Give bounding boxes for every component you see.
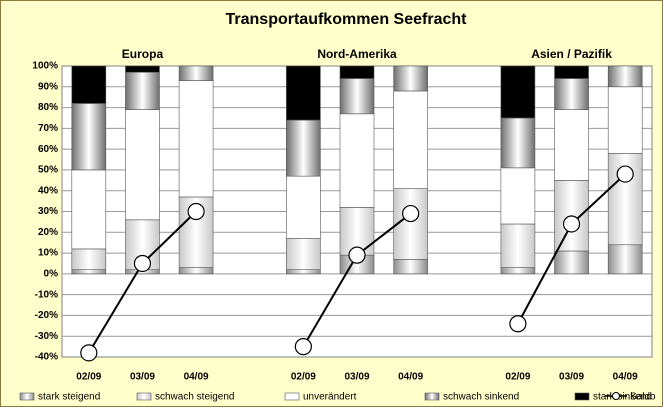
saldo-marker [294,338,312,356]
legend-label: schwach steigend [155,392,235,403]
y-tick-label: -10% [35,289,58,300]
legend-label: stark steigend [38,392,100,403]
bar-segment [500,267,536,275]
bar-segment [500,117,536,169]
bar-segment [125,71,160,110]
group-label: Europa [122,47,164,61]
legend-swatch [19,392,35,401]
chart-title: Transportaufkommen Seefracht [226,11,468,28]
bar-segment [178,80,214,198]
bar-segment [607,244,643,275]
bar-segment [125,65,160,73]
bar-segment [500,223,536,268]
legend-swatch [424,392,440,401]
y-tick-label: 80% [38,102,58,113]
bar-segment [554,78,589,110]
bar-segment [500,167,536,225]
legend-label: stark sinkend [593,392,652,403]
y-tick-label: 100% [32,61,58,72]
bar-segment [71,65,107,104]
y-tick-label: -20% [35,310,58,321]
x-tick-label: 03/09 [344,372,369,383]
x-tick-label: 03/09 [559,372,584,383]
bar-segment [393,65,428,92]
saldo-marker [348,246,366,264]
saldo-marker [80,344,98,362]
saldo-marker [402,204,420,223]
bar-segment [286,269,321,275]
legend-label: Saldo [630,392,656,403]
bar-segment [71,103,107,171]
legend-marker [612,392,620,400]
x-tick-label: 04/09 [398,372,423,383]
bar-segment [71,169,107,250]
bar-segment [554,65,589,79]
y-tick-label: -40% [35,352,58,363]
y-tick-label: -30% [35,331,58,342]
x-tick-label: 02/09 [505,372,530,383]
y-tick-label: 50% [38,165,58,176]
y-tick-label: 60% [38,144,58,155]
x-tick-label: 02/09 [76,372,101,383]
group-label: Asien / Pazifik [531,47,612,61]
bar-segment [500,65,536,119]
y-tick-label: 30% [38,206,58,217]
legend-label: schwach sinkend [443,392,519,403]
bar-segment [286,119,321,177]
bar-segment [286,175,321,239]
bar-segment [393,259,428,275]
saldo-marker [509,315,527,333]
bar-segment [554,109,589,181]
x-tick-label: 04/09 [613,372,638,383]
legend-swatch [574,392,590,401]
saldo-marker [616,165,634,183]
y-tick-label: 70% [38,123,58,134]
bar-segment [71,248,107,271]
x-tick-label: 02/09 [291,372,316,383]
bar-segment [339,113,375,208]
bar-segment [71,269,107,275]
legend-swatch [284,392,300,401]
bar-segment [339,78,375,115]
legend-swatch [136,392,152,401]
bar-segment [178,65,214,81]
y-tick-label: 10% [38,248,58,259]
legend-label: unverändert [303,392,357,403]
bar-segment [554,250,589,275]
y-tick-label: 40% [38,185,58,196]
bar-segment [393,188,428,260]
saldo-marker [133,254,152,273]
saldo-marker [187,202,205,221]
bar-segment [125,109,160,221]
bar-segment [286,238,321,270]
bar-segment [178,267,214,275]
y-tick-label: 0% [44,268,59,279]
bar-segment [607,86,643,154]
y-tick-label: 20% [38,227,58,238]
x-tick-label: 03/09 [130,372,155,383]
y-tick-label: 90% [38,81,58,92]
bar-segment [393,90,428,189]
bar-segment [607,65,643,88]
saldo-marker [562,215,581,233]
bar-segment [339,65,375,79]
x-tick-label: 04/09 [184,372,209,383]
group-label: Nord-Amerika [317,47,397,61]
bar-segment [286,65,321,121]
